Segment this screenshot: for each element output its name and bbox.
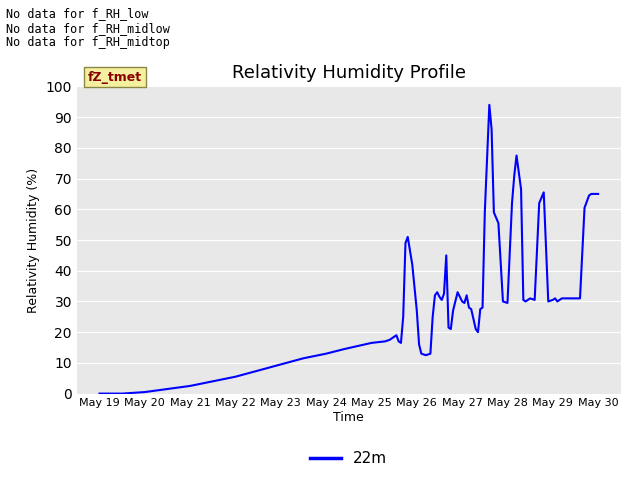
Y-axis label: Relativity Humidity (%): Relativity Humidity (%) (27, 168, 40, 312)
Title: Relativity Humidity Profile: Relativity Humidity Profile (232, 64, 466, 82)
Text: No data for f_RH_midlow: No data for f_RH_midlow (6, 22, 170, 35)
Text: fZ_tmet: fZ_tmet (88, 71, 142, 84)
X-axis label: Time: Time (333, 411, 364, 424)
Text: No data for f_RH_midtop: No data for f_RH_midtop (6, 36, 170, 49)
Text: No data for f_RH_low: No data for f_RH_low (6, 7, 149, 20)
Legend: 22m: 22m (304, 445, 394, 472)
